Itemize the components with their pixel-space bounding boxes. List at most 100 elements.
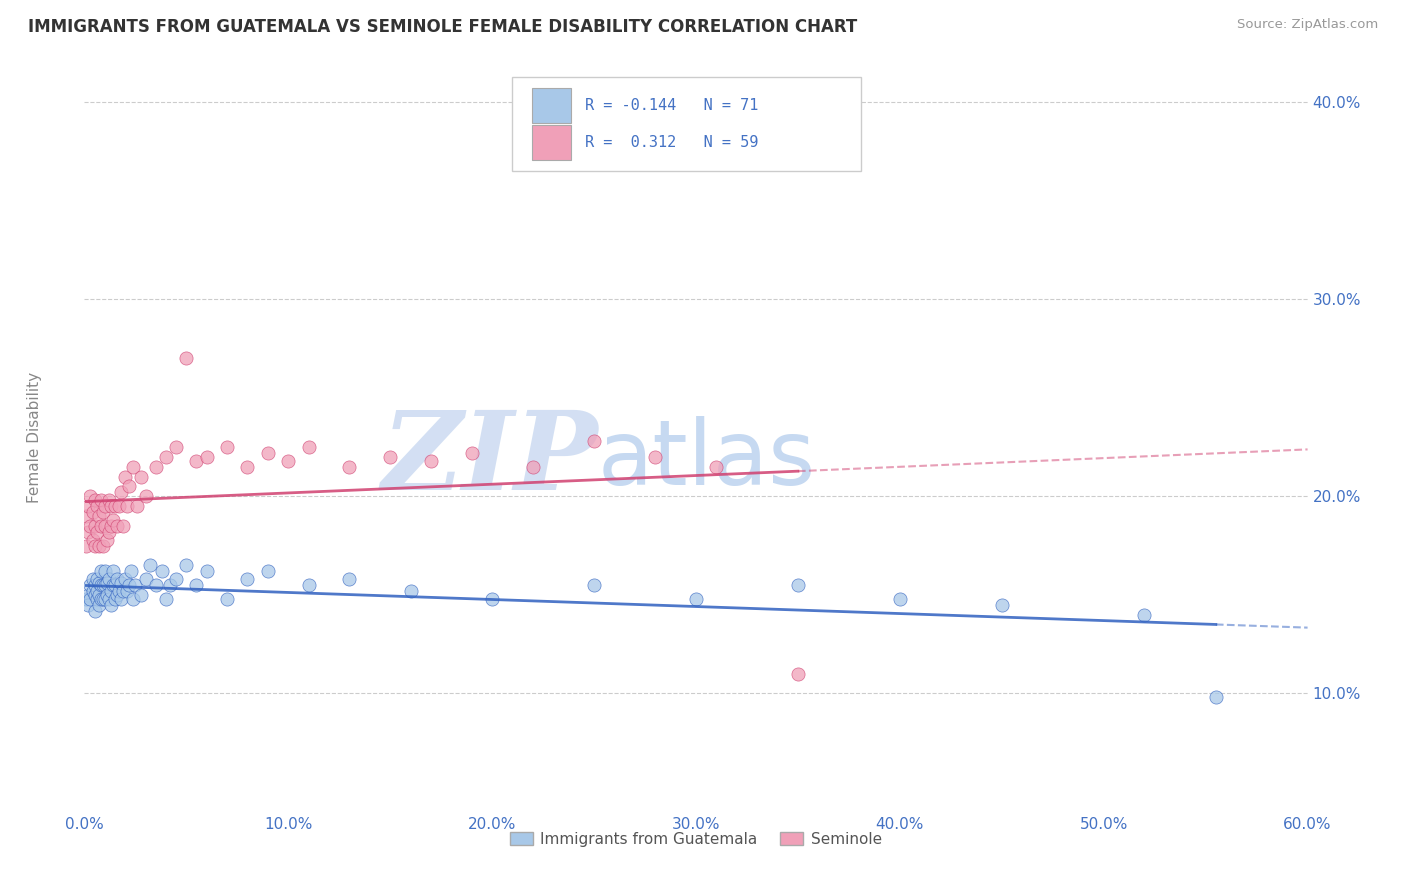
Point: [110, 485, 132, 500]
Point: [82, 533, 104, 547]
Point: [236, 459, 259, 474]
Point: [104, 591, 127, 606]
Point: [159, 578, 181, 592]
Point: [155, 450, 177, 464]
Point: [889, 591, 911, 606]
Point: [380, 450, 402, 464]
Point: [105, 572, 128, 586]
Point: [77, 499, 100, 513]
Point: [101, 564, 124, 578]
Point: [583, 578, 606, 592]
Point: [96, 576, 118, 591]
Point: [174, 558, 197, 573]
Point: [97, 524, 120, 539]
Point: [135, 572, 157, 586]
Point: [118, 578, 141, 592]
Point: [104, 578, 127, 592]
Point: [399, 583, 422, 598]
Text: R =  0.312   N = 59: R = 0.312 N = 59: [585, 135, 758, 150]
Point: [122, 591, 145, 606]
Point: [481, 591, 503, 606]
Point: [298, 440, 321, 454]
Point: [150, 564, 173, 578]
Point: [86, 499, 108, 513]
Point: [127, 499, 149, 513]
Point: [112, 583, 135, 598]
Point: [145, 578, 167, 592]
Point: [77, 524, 100, 539]
Point: [104, 499, 127, 513]
Point: [277, 454, 299, 468]
Point: [685, 591, 707, 606]
Point: [97, 591, 120, 606]
Point: [97, 493, 120, 508]
Point: [90, 564, 112, 578]
Point: [79, 489, 101, 503]
Point: [186, 454, 208, 468]
Point: [787, 578, 810, 592]
Point: [138, 558, 160, 573]
Point: [195, 450, 218, 464]
Point: [236, 572, 259, 586]
Point: [105, 588, 128, 602]
Point: [83, 518, 105, 533]
Point: [82, 572, 104, 586]
Text: atlas: atlas: [598, 416, 817, 504]
Point: [114, 469, 136, 483]
Point: [706, 459, 728, 474]
Point: [83, 578, 105, 592]
Point: [135, 489, 157, 503]
Point: [257, 446, 280, 460]
Point: [82, 505, 104, 519]
Y-axis label: Female Disability: Female Disability: [27, 371, 42, 503]
Point: [1133, 607, 1156, 622]
Point: [97, 572, 120, 586]
Point: [79, 518, 101, 533]
Point: [87, 576, 110, 591]
FancyBboxPatch shape: [531, 125, 571, 161]
Point: [131, 588, 153, 602]
Point: [155, 591, 177, 606]
Point: [101, 513, 124, 527]
Point: [787, 666, 810, 681]
FancyBboxPatch shape: [531, 87, 571, 123]
Point: [96, 533, 118, 547]
Point: [131, 469, 153, 483]
Legend: Immigrants from Guatemala, Seminole: Immigrants from Guatemala, Seminole: [503, 825, 889, 853]
Point: [339, 459, 361, 474]
Point: [118, 479, 141, 493]
Point: [1205, 690, 1227, 705]
Point: [96, 588, 118, 602]
Text: R = -0.144   N = 71: R = -0.144 N = 71: [585, 97, 758, 112]
Point: [93, 591, 115, 606]
Point: [165, 572, 187, 586]
Point: [101, 578, 124, 592]
Text: IMMIGRANTS FROM GUATEMALA VS SEMINOLE FEMALE DISABILITY CORRELATION CHART: IMMIGRANTS FROM GUATEMALA VS SEMINOLE FE…: [28, 18, 858, 36]
Point: [100, 598, 122, 612]
Point: [86, 583, 108, 598]
Point: [114, 572, 136, 586]
Point: [87, 508, 110, 523]
Point: [90, 591, 112, 606]
Point: [110, 591, 132, 606]
Point: [90, 518, 112, 533]
Point: [115, 499, 138, 513]
Point: [122, 459, 145, 474]
Point: [93, 578, 115, 592]
Point: [90, 493, 112, 508]
Point: [461, 446, 484, 460]
Point: [124, 578, 146, 592]
Point: [100, 518, 122, 533]
Point: [83, 539, 105, 553]
Point: [91, 539, 114, 553]
Point: [75, 508, 97, 523]
Point: [100, 583, 122, 598]
Point: [217, 591, 239, 606]
Point: [174, 351, 197, 366]
Point: [87, 598, 110, 612]
Point: [86, 524, 108, 539]
Point: [108, 583, 131, 598]
Point: [75, 539, 97, 553]
Point: [91, 591, 114, 606]
Point: [217, 440, 239, 454]
